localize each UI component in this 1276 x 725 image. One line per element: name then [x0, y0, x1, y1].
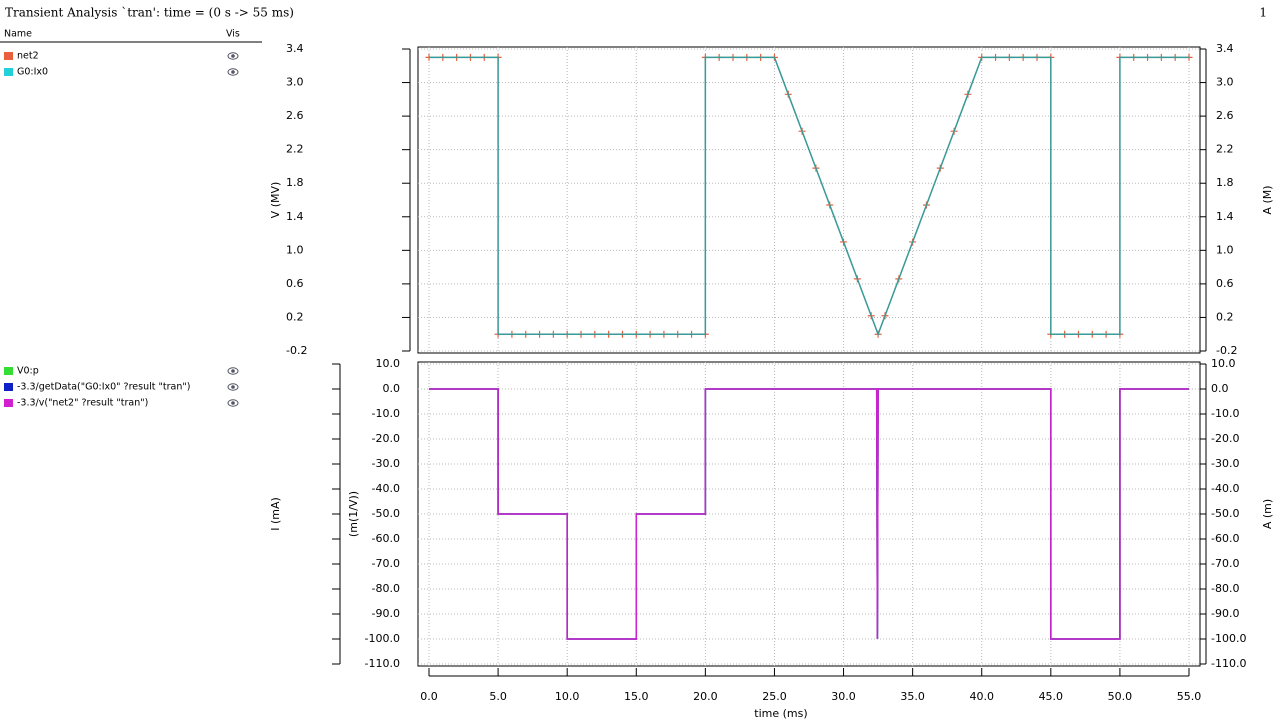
y2-tick-label: -50.0 — [1211, 507, 1239, 520]
legend-label: G0:Ix0 — [17, 67, 48, 78]
y2-tick-label: 2.6 — [1216, 109, 1234, 122]
visibility-pupil — [231, 385, 235, 389]
y2-tick-label: 1.0 — [1216, 243, 1234, 256]
y-tick-label: -70.0 — [372, 557, 400, 570]
x-tick-label: 30.0 — [831, 690, 856, 703]
x-tick-label: 55.0 — [1177, 690, 1202, 703]
y-tick-label: 10.0 — [376, 357, 401, 370]
y2-tick-label: 3.4 — [1216, 42, 1234, 55]
visibility-pupil — [231, 54, 235, 58]
y-tick-label: -30.0 — [372, 457, 400, 470]
y2-axis-label: A (M) — [1261, 185, 1274, 214]
y2-tick-label: 10.0 — [1211, 357, 1236, 370]
x-tick-label: 50.0 — [1108, 690, 1133, 703]
x-tick-label: 10.0 — [555, 690, 580, 703]
legend-swatch — [4, 399, 13, 407]
y2-tick-label: -110.0 — [1211, 657, 1246, 670]
visibility-pupil — [231, 401, 235, 405]
y-tick-label: 3.0 — [286, 76, 304, 89]
legend-label: V0:p — [17, 366, 39, 377]
legend-name-header: Name — [4, 29, 32, 40]
y-tick-label: -110.0 — [365, 657, 400, 670]
y2-tick-label: -60.0 — [1211, 532, 1239, 545]
x-tick-label: 0.0 — [420, 690, 438, 703]
y2-tick-label: 3.0 — [1216, 76, 1234, 89]
visibility-pupil — [231, 70, 235, 74]
series-line — [429, 388, 1189, 640]
y-tick-label: 2.2 — [286, 143, 304, 156]
window-number: 1 — [1259, 6, 1267, 20]
y2-tick-label: 1.8 — [1216, 176, 1234, 189]
x-tick-label: 5.0 — [489, 690, 507, 703]
y2-tick-label: -40.0 — [1211, 482, 1239, 495]
y2-tick-label: -0.2 — [1216, 344, 1237, 357]
legend-label: -3.3/getData("G0:Ix0" ?result "tran") — [17, 382, 190, 393]
y-tick-label: -100.0 — [365, 632, 400, 645]
y2-tick-label: 1.4 — [1216, 210, 1234, 223]
legend-label: net2 — [17, 51, 39, 62]
x-axis-label: time (ms) — [754, 707, 807, 720]
plot-frame — [417, 46, 1201, 354]
y2-tick-label: 2.2 — [1216, 143, 1234, 156]
x-tick-label: 35.0 — [900, 690, 925, 703]
x-tick-label: 25.0 — [762, 690, 787, 703]
y-tick-label: -20.0 — [372, 432, 400, 445]
legend-swatch — [4, 52, 13, 60]
x-tick-label: 15.0 — [624, 690, 649, 703]
y-axis-label-extra: (m(1/V)) — [347, 491, 360, 537]
y-tick-label: -60.0 — [372, 532, 400, 545]
window-title: Transient Analysis `tran': time = (0 s -… — [5, 6, 294, 20]
y2-tick-label: -90.0 — [1211, 607, 1239, 620]
y-tick-label: 0.2 — [286, 310, 304, 323]
y-tick-label: -80.0 — [372, 582, 400, 595]
y2-tick-label: 0.0 — [1211, 382, 1229, 395]
series-line — [429, 56, 1189, 336]
y-tick-label: 3.4 — [286, 42, 304, 55]
x-tick-label: 40.0 — [969, 690, 994, 703]
x-tick-label: 20.0 — [693, 690, 718, 703]
y-axis-label: V (MV) — [269, 182, 282, 219]
visibility-pupil — [231, 369, 235, 373]
y-tick-label: -0.2 — [286, 344, 307, 357]
legend-label: -3.3/v("net2" ?result "tran") — [17, 398, 148, 409]
y-tick-label: -40.0 — [372, 482, 400, 495]
y-tick-label: -10.0 — [372, 407, 400, 420]
y-tick-label: 2.6 — [286, 109, 304, 122]
y-tick-label: 1.8 — [286, 176, 304, 189]
y2-axis-label: A (m) — [1261, 499, 1274, 529]
y-tick-label: 1.4 — [286, 210, 304, 223]
y-tick-label: -50.0 — [372, 507, 400, 520]
y2-tick-label: -80.0 — [1211, 582, 1239, 595]
y2-tick-label: 0.6 — [1216, 277, 1234, 290]
y-tick-label: 0.0 — [383, 382, 401, 395]
series-line — [429, 56, 1189, 337]
legend-swatch — [4, 367, 13, 375]
y2-tick-label: -20.0 — [1211, 432, 1239, 445]
x-tick-label: 45.0 — [1039, 690, 1064, 703]
y2-tick-label: -70.0 — [1211, 557, 1239, 570]
legend-swatch — [4, 383, 13, 391]
legend-swatch — [4, 68, 13, 76]
legend-vis-header: Vis — [226, 29, 240, 40]
y-tick-label: 1.0 — [286, 243, 304, 256]
y-tick-label: 0.6 — [286, 277, 304, 290]
y-axis-label: I (mA) — [269, 497, 282, 531]
y2-tick-label: -30.0 — [1211, 457, 1239, 470]
y-tick-label: -90.0 — [372, 607, 400, 620]
y2-tick-label: 0.2 — [1216, 310, 1234, 323]
y2-tick-label: -100.0 — [1211, 632, 1246, 645]
y2-tick-label: -10.0 — [1211, 407, 1239, 420]
